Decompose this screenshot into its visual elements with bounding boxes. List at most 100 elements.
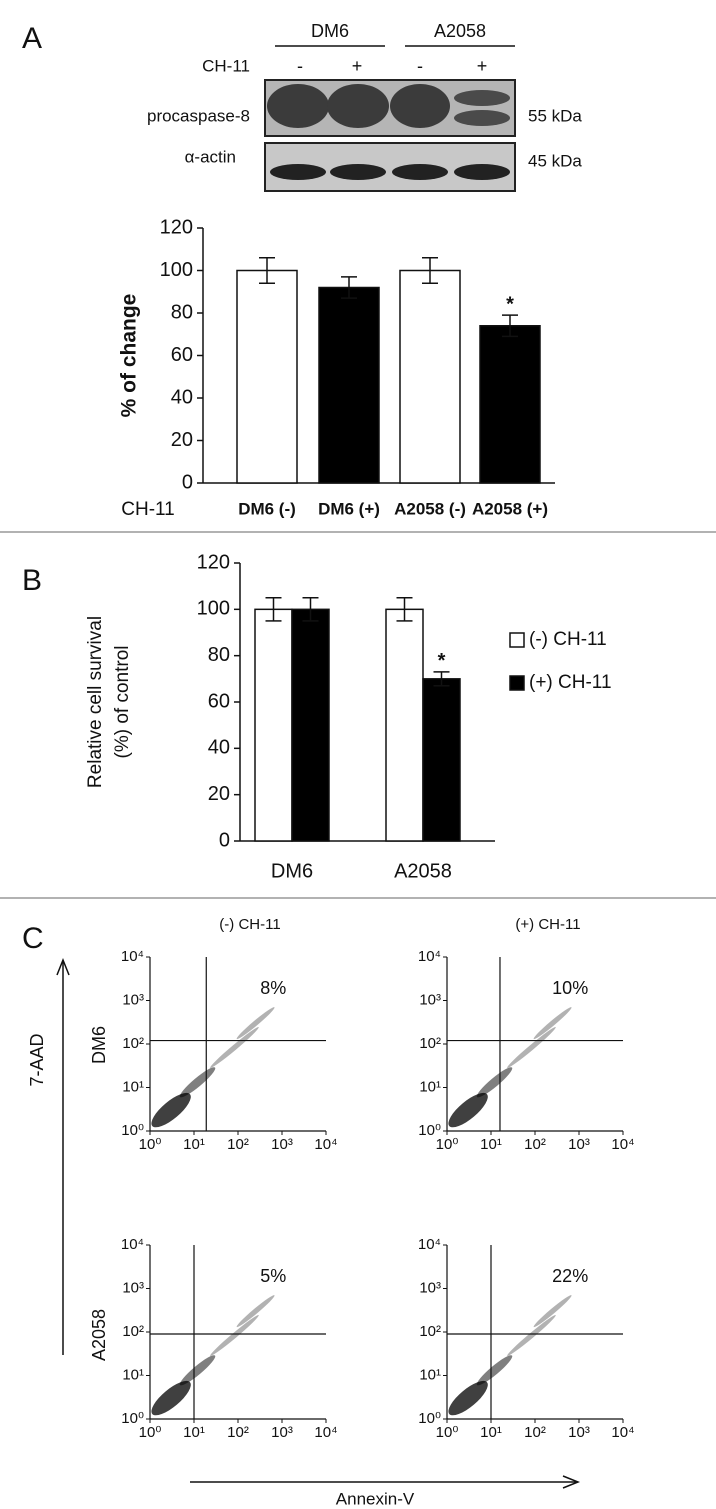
y-tick-label: 10²	[122, 1323, 144, 1340]
event-cloud	[476, 1355, 513, 1386]
x-tick-label: DM6 (+)	[318, 499, 380, 518]
error-bar	[302, 597, 319, 622]
x-tick-label: 10⁰	[139, 1136, 162, 1153]
y-tick-label: 10³	[419, 991, 441, 1008]
y-tick-label: 10⁰	[418, 1122, 441, 1139]
significance-marker: *	[506, 293, 514, 315]
bar	[385, 608, 424, 842]
band	[454, 110, 510, 126]
band	[267, 84, 329, 128]
blot-group: A2058	[434, 21, 486, 41]
bar	[479, 325, 541, 484]
band	[390, 84, 450, 128]
x-axis-title: CH-11	[121, 499, 175, 520]
x-tick-label: 10²	[524, 1424, 546, 1441]
y-tick-label: 80	[171, 301, 193, 323]
y-tick-label: 60	[171, 344, 193, 366]
x-axis-title: Annexin-V	[336, 1489, 415, 1508]
treatment-label: CH-11	[202, 56, 250, 75]
bar	[236, 269, 298, 484]
y-tick-label: 10¹	[419, 1078, 441, 1095]
band	[270, 164, 326, 180]
bar	[291, 608, 330, 842]
event-cloud	[151, 1092, 191, 1128]
y-tick-label: 120	[197, 551, 230, 573]
band	[392, 164, 448, 180]
y-tick-label: 100	[197, 598, 230, 620]
x-tick-label: 10²	[227, 1424, 249, 1441]
x-tick-label: 10¹	[480, 1424, 502, 1441]
x-tick-label: A2058 (+)	[472, 499, 548, 518]
y-axis-title: % of change	[118, 294, 141, 418]
x-tick-label: 10²	[524, 1136, 546, 1153]
y-tick-label: 0	[182, 471, 193, 493]
x-tick-label: 10⁴	[611, 1424, 634, 1441]
y-tick-label: 40	[171, 386, 193, 408]
event-cloud	[533, 1295, 572, 1328]
event-cloud	[507, 1027, 556, 1068]
error-bar	[259, 257, 275, 284]
y-tick-label: 10³	[419, 1279, 441, 1296]
y-tick-label: 10⁰	[121, 1410, 144, 1427]
y-tick-label: 100	[160, 259, 193, 281]
x-tick-label: 10²	[227, 1136, 249, 1153]
y-tick-label: 10²	[419, 1035, 441, 1052]
panel-label: C	[22, 922, 44, 955]
error-bar	[422, 257, 438, 284]
y-tick-label: 80	[208, 644, 230, 666]
x-tick-label: 10⁰	[436, 1424, 459, 1441]
band	[327, 84, 389, 128]
column-title: (-) CH-11	[219, 916, 280, 933]
quadrant-percent: 10%	[552, 978, 588, 998]
y-tick-label: 10¹	[122, 1366, 144, 1383]
error-bar	[265, 597, 282, 622]
error-bar	[502, 314, 518, 338]
y-tick-label: 10⁴	[121, 1236, 144, 1253]
column-title: (+) CH-11	[515, 916, 580, 933]
quadrant-percent: 5%	[260, 1266, 286, 1286]
treatment: +	[477, 56, 488, 76]
legend-swatch	[509, 632, 525, 648]
y-tick-label: 10²	[419, 1323, 441, 1340]
y-tick-label: 10⁴	[418, 948, 441, 965]
y-tick-label: 20	[208, 783, 230, 805]
x-tick-label: 10³	[568, 1136, 590, 1153]
quadrant-percent: 22%	[552, 1266, 588, 1286]
event-cloud	[448, 1380, 488, 1416]
blot-size: 45 kDa	[528, 151, 582, 170]
y-tick-label: 120	[160, 216, 193, 238]
panel-label: A	[22, 22, 42, 55]
row-label: DM6	[89, 1026, 109, 1064]
band	[454, 164, 510, 180]
y-tick-label: 20	[171, 429, 193, 451]
legend-label: (+) CH-11	[529, 672, 612, 693]
treatment: -	[417, 56, 423, 76]
y-tick-label: 10²	[122, 1035, 144, 1052]
error-bar	[341, 276, 357, 299]
legend-swatch	[509, 675, 525, 691]
x-tick-label: 10³	[271, 1136, 293, 1153]
x-tick-label: 10¹	[480, 1136, 502, 1153]
y-tick-label: 40	[208, 737, 230, 759]
error-bar	[396, 597, 413, 622]
y-tick-label: 10³	[122, 1279, 144, 1296]
event-cloud	[476, 1067, 513, 1098]
x-tick-label: 10¹	[183, 1136, 205, 1153]
x-tick-label: 10³	[271, 1424, 293, 1441]
y-tick-label: 10⁴	[121, 948, 144, 965]
event-cloud	[151, 1380, 191, 1416]
x-tick-label: DM6 (-)	[238, 499, 296, 518]
bar	[399, 269, 461, 484]
x-tick-label: 10³	[568, 1424, 590, 1441]
arrow-head	[56, 957, 70, 976]
y-tick-label: 0	[219, 829, 230, 851]
x-tick-label: 10⁴	[314, 1136, 337, 1153]
y-axis-title: 7-AAD	[27, 1033, 47, 1086]
event-cloud	[210, 1027, 259, 1068]
quadrant-percent: 8%	[260, 978, 286, 998]
y-tick-label: 10⁰	[121, 1122, 144, 1139]
significance-marker: *	[438, 650, 446, 672]
x-tick-label: 10⁰	[139, 1424, 162, 1441]
row-label: A2058	[89, 1309, 109, 1361]
panel-label: B	[22, 564, 42, 597]
